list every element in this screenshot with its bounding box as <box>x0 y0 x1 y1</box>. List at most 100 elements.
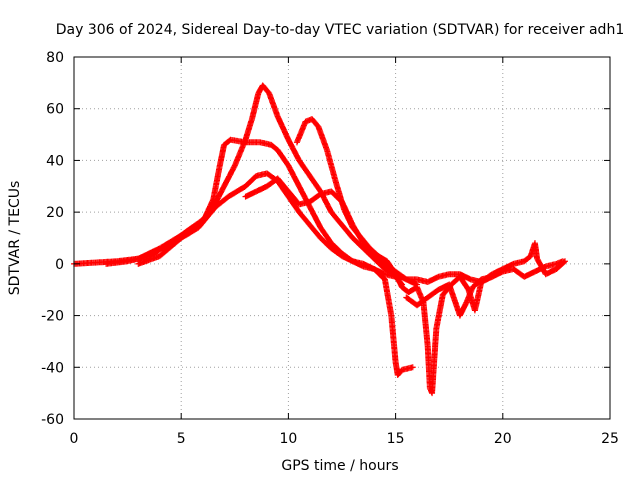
trace-markers <box>393 272 405 289</box>
y-tick-label: -60 <box>41 412 64 428</box>
trace-markers <box>286 163 302 189</box>
trace-markers <box>522 254 533 264</box>
x-tick-label: 20 <box>494 431 512 447</box>
trace-markers <box>376 253 389 264</box>
trace-markers <box>329 210 345 227</box>
trace-markers <box>104 258 130 267</box>
series-track-6 <box>403 258 566 319</box>
trace-markers <box>136 253 162 267</box>
trace-markers <box>522 269 537 280</box>
plot-frame <box>73 56 611 420</box>
trace-markers <box>210 163 223 201</box>
data-series <box>71 82 568 397</box>
trace-markers <box>275 148 291 168</box>
trace-markers <box>429 326 440 395</box>
trace-markers <box>424 345 433 390</box>
trace-markers <box>228 137 248 146</box>
trace-markers <box>307 174 323 194</box>
trace-markers <box>511 258 526 267</box>
trace-markers <box>294 119 308 144</box>
trace-markers <box>384 259 398 277</box>
trace-markers <box>258 139 273 148</box>
trace-markers <box>339 223 355 240</box>
trace-markers <box>324 148 339 183</box>
trace-markers <box>204 205 218 220</box>
trace-markers <box>544 261 559 270</box>
trace-markers <box>479 274 494 282</box>
trace-markers <box>307 191 323 204</box>
trace-markers <box>333 179 347 212</box>
trace-markers <box>296 158 313 178</box>
trace-markers <box>221 163 238 189</box>
trace-markers <box>425 287 441 300</box>
y-axis-label: SDTVAR / TECUs <box>7 181 23 296</box>
trace-markers <box>269 142 280 153</box>
y-tick-label: 40 <box>46 153 64 169</box>
trace-markers <box>395 367 405 377</box>
y-tick-label: -20 <box>41 309 64 325</box>
series-track-3 <box>135 170 416 379</box>
trace-markers <box>125 253 151 264</box>
trace-markers <box>457 300 469 318</box>
trace-markers <box>286 138 302 163</box>
chart-title: Day 306 of 2024, Sidereal Day-to-day VTE… <box>56 22 624 38</box>
trace-markers <box>297 199 312 208</box>
trace-markers <box>458 271 473 282</box>
trace-markers <box>217 143 227 168</box>
trace-markers <box>532 241 540 261</box>
trace-markers <box>260 83 272 96</box>
x-axis-label: GPS time / hours <box>281 458 398 474</box>
trace-markers <box>372 256 387 272</box>
trace-markers <box>243 139 263 146</box>
series-track-5 <box>293 116 568 397</box>
trace-markers <box>318 235 334 251</box>
trace-markers <box>420 301 431 349</box>
tick-marks: 0 5 10 15 20 25 -60 -40 -20 0 20 40 60 80 <box>41 50 619 447</box>
trace-markers <box>350 235 366 251</box>
trace-markers <box>400 364 415 373</box>
trace-markers <box>286 194 302 214</box>
trace-markers <box>490 269 505 280</box>
trace-markers <box>315 125 330 152</box>
trace-markers <box>533 264 548 274</box>
trace-markers <box>361 263 376 272</box>
trace-markers <box>372 267 387 282</box>
trace-markers <box>415 295 430 308</box>
trace-markers <box>388 313 399 364</box>
trace-markers <box>470 277 484 290</box>
trace-markers <box>472 280 485 312</box>
trace-markers <box>367 246 381 259</box>
trace-markers <box>179 225 201 241</box>
y-tick-label: 0 <box>55 257 64 273</box>
trace-markers <box>297 210 312 227</box>
y-tick-label: 60 <box>46 102 64 118</box>
trace-markers <box>463 285 476 305</box>
trace-markers <box>359 236 372 251</box>
trace-markers <box>307 205 323 230</box>
trace-markers <box>286 189 302 207</box>
trace-markers <box>457 274 471 292</box>
x-tick-label: 5 <box>177 431 186 447</box>
trace-markers <box>307 223 323 240</box>
trace-markers <box>361 246 377 261</box>
x-tick-label: 15 <box>387 431 405 447</box>
trace-markers <box>426 274 441 285</box>
grid-lines <box>74 57 610 419</box>
trace-markers <box>243 173 259 189</box>
trace-markers <box>340 253 355 264</box>
y-tick-label: 20 <box>46 205 64 221</box>
trace-markers <box>275 176 291 194</box>
x-tick-label: 10 <box>279 431 297 447</box>
trace-markers <box>350 225 364 240</box>
trace-markers <box>554 258 565 267</box>
x-tick-label: 0 <box>70 431 79 447</box>
trace-markers <box>275 114 291 142</box>
trace-markers <box>341 207 356 230</box>
y-tick-label: -40 <box>41 360 64 376</box>
trace-markers <box>242 117 255 142</box>
trace-markers <box>147 240 173 259</box>
trace-markers <box>543 266 559 277</box>
trace-markers <box>226 184 248 199</box>
y-tick-label: 80 <box>46 50 64 66</box>
